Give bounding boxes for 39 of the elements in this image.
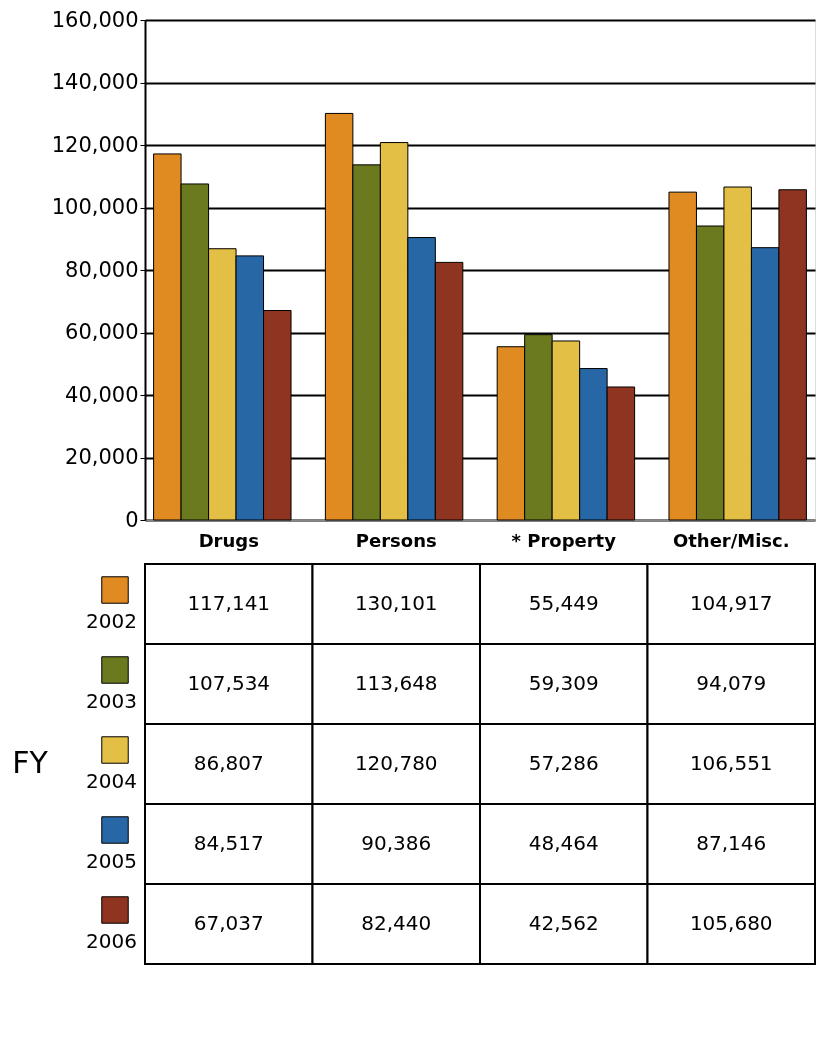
data-label: 117,141 — [187, 591, 271, 615]
data-label: 84,517 — [193, 831, 264, 855]
data-label: 86,807 — [193, 751, 264, 775]
data-label: 104,917 — [689, 591, 773, 615]
data-label: 57,286 — [528, 751, 599, 775]
x-tick-label: Persons — [355, 529, 437, 551]
data-label: 107,534 — [187, 671, 271, 695]
y-tick-label: 120,000 — [51, 132, 139, 157]
y-tick-label: 160,000 — [51, 7, 139, 32]
data-label: 82,440 — [361, 911, 432, 935]
y-tick-label: 20,000 — [65, 445, 139, 469]
legend-label: 2006 — [86, 929, 137, 953]
y-tick-label: 0 — [125, 507, 139, 532]
data-label: 59,309 — [528, 671, 599, 695]
data-label: 42,562 — [528, 911, 599, 935]
data-label: 105,680 — [689, 911, 773, 935]
legend-label: 2003 — [86, 689, 137, 713]
x-tick-label: Other/Misc. — [672, 529, 790, 551]
legend-label: 2005 — [86, 849, 137, 873]
data-label: 55,449 — [528, 591, 599, 615]
x-tick-label: * Property — [511, 529, 617, 551]
legend-label: 2004 — [86, 769, 137, 793]
y-tick-label: 80,000 — [65, 257, 139, 282]
y-tick-label: 60,000 — [65, 320, 139, 344]
data-label: 67,037 — [193, 911, 264, 935]
legend-title: FY — [12, 745, 49, 780]
y-tick-label: 140,000 — [51, 70, 139, 94]
data-label: 87,146 — [696, 831, 767, 855]
data-label: 113,648 — [354, 671, 438, 695]
data-label: 94,079 — [696, 671, 767, 695]
data-label: 48,464 — [528, 831, 599, 855]
data-label: 106,551 — [689, 751, 773, 775]
x-tick-label: Drugs — [198, 529, 259, 551]
data-label: 120,780 — [354, 751, 438, 775]
y-tick-label: 100,000 — [51, 195, 139, 219]
data-label: 130,101 — [354, 591, 438, 615]
y-tick-label: 40,000 — [65, 382, 139, 407]
data-label: 90,386 — [361, 831, 432, 855]
legend-label: 2002 — [86, 609, 137, 633]
